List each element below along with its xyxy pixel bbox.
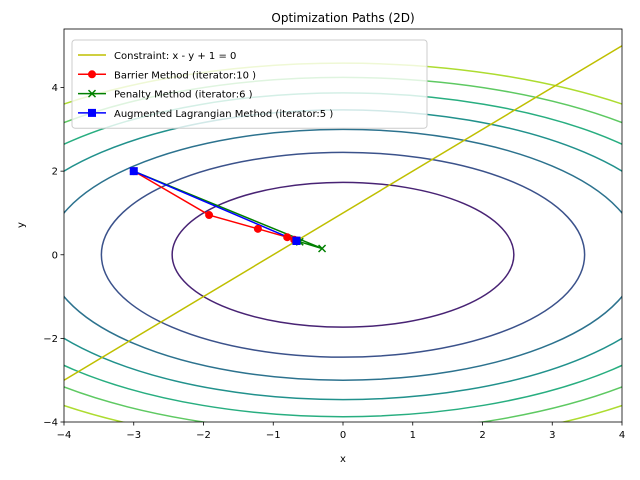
y-axis: −4 −2 0 2 4 [43, 83, 64, 429]
legend-box [71, 39, 428, 129]
legend: Constraint: x - y + 1 = 0 Barrier Method … [71, 39, 428, 129]
legend-marker-2-b [87, 89, 97, 98]
series-1-point-2 [253, 224, 262, 233]
x-tick-label: −2 [196, 430, 211, 441]
x-tick-label: −3 [126, 430, 141, 441]
y-tick-label: −4 [43, 418, 58, 429]
y-tick-label: −2 [43, 334, 58, 345]
legend-label-0: Constraint: x - y + 1 = 0 [114, 51, 236, 62]
series-line-0 [64, 45, 622, 381]
y-tick-label: 2 [52, 167, 58, 178]
x-tick-label: −1 [266, 430, 281, 441]
legend-label-1: Barrier Method (iterator:10 ) [114, 70, 256, 81]
x-tick-label: −4 [57, 430, 72, 441]
x-tick-label: 3 [549, 430, 555, 441]
chart-title: Optimization Paths (2D) [271, 11, 414, 25]
x-axis: −4 −3 −2 −1 0 1 2 3 4 [57, 422, 625, 441]
legend-label-2: Penalty Method (iterator:6 ) [114, 90, 253, 101]
series-1-point-1 [205, 211, 214, 220]
series-2-point-1-b [318, 244, 327, 253]
marker-layer [129, 167, 327, 253]
series-2-point-1 [318, 244, 327, 253]
legend-marker-3 [88, 108, 96, 117]
y-axis-label: y [16, 222, 27, 228]
legend-marker-1 [88, 70, 96, 79]
x-tick-label: 2 [479, 430, 485, 441]
x-tick-label: 4 [619, 430, 625, 441]
series-1-point-3 [283, 233, 292, 242]
series-3-point-0 [129, 167, 138, 176]
contour-level-12 [100, 151, 586, 358]
x-tick-label: 1 [410, 430, 416, 441]
legend-marker-2 [87, 89, 97, 98]
series-3-point-4 [292, 236, 301, 245]
contour-level-18 [64, 128, 622, 381]
contour-level-6 [171, 181, 515, 328]
x-tick-label: 0 [340, 430, 346, 441]
x-axis-label: x [340, 454, 346, 465]
series-line-3 [133, 170, 297, 242]
y-tick-label: 4 [52, 83, 58, 94]
legend-label-3: Augmented Lagrangian Method (iterator:5 … [114, 109, 333, 120]
y-tick-label: 0 [52, 250, 58, 261]
